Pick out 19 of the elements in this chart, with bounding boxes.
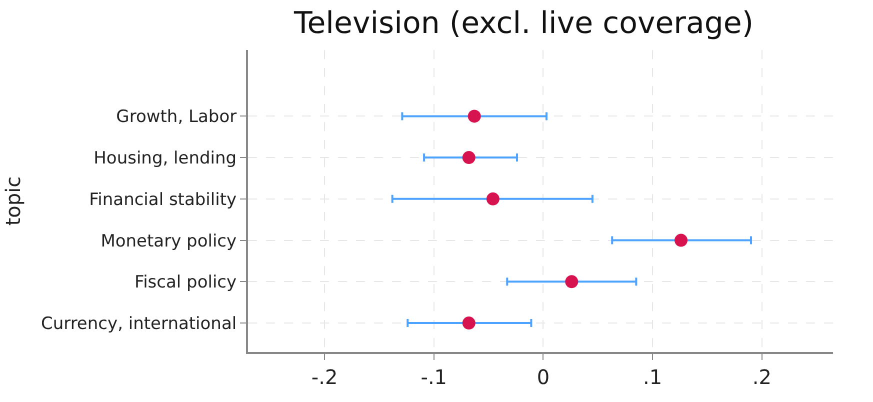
point: [462, 316, 476, 330]
y-tick-label: Growth, Labor: [116, 107, 237, 128]
x-tick-label: -.1: [420, 365, 448, 389]
y-tick-label: Monetary policy: [100, 231, 237, 252]
point: [486, 192, 500, 206]
y-tick-label: Financial stability: [89, 190, 237, 210]
y-tick-label: Currency, international: [40, 314, 237, 334]
point: [468, 110, 481, 123]
point: [565, 275, 578, 288]
y-tick-label: Housing, lending: [94, 148, 237, 169]
x-tick-label: .2: [752, 365, 772, 389]
y-tick-label: Fiscal policy: [134, 272, 237, 293]
x-tick-label: 0: [536, 365, 550, 389]
x-tick-label: -.2: [311, 365, 338, 389]
chart-title: Television (excl. live coverage): [292, 6, 754, 42]
y-axis-title: topic: [0, 176, 25, 226]
point: [674, 234, 688, 247]
point: [462, 151, 476, 164]
x-tick-label: .1: [643, 365, 662, 389]
